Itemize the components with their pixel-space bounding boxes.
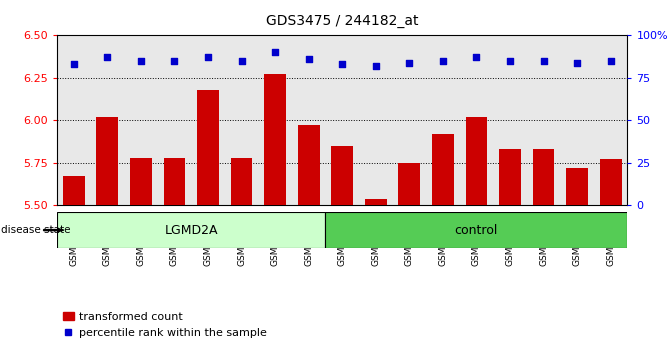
Point	[236, 58, 247, 64]
Point	[437, 58, 448, 64]
Bar	[97, 117, 118, 205]
Bar	[499, 149, 521, 205]
Point	[303, 56, 314, 62]
Bar	[566, 168, 588, 205]
Point	[505, 58, 515, 64]
Bar	[57, 212, 325, 248]
Point	[169, 58, 180, 64]
Text: LGMD2A: LGMD2A	[164, 224, 218, 236]
Legend: transformed count, percentile rank within the sample: transformed count, percentile rank withi…	[62, 312, 267, 338]
Point	[572, 60, 582, 65]
Bar	[365, 199, 386, 205]
Bar	[298, 125, 319, 205]
Point	[337, 62, 348, 67]
Text: GDS3475 / 244182_at: GDS3475 / 244182_at	[266, 14, 419, 28]
Text: disease state: disease state	[1, 225, 70, 235]
Point	[102, 55, 113, 60]
Point	[538, 58, 549, 64]
Text: control: control	[455, 224, 498, 236]
Point	[68, 62, 79, 67]
Bar	[600, 159, 621, 205]
Bar	[533, 149, 554, 205]
Point	[370, 63, 381, 69]
Point	[203, 55, 213, 60]
Bar	[264, 74, 286, 205]
Point	[471, 55, 482, 60]
Bar	[331, 146, 353, 205]
Bar	[130, 158, 152, 205]
Bar	[432, 134, 454, 205]
Point	[404, 60, 415, 65]
Bar	[197, 90, 219, 205]
Bar	[466, 117, 487, 205]
Bar	[164, 158, 185, 205]
Point	[605, 58, 616, 64]
Point	[136, 58, 146, 64]
Bar	[231, 158, 252, 205]
Point	[270, 50, 280, 55]
Bar	[399, 163, 420, 205]
Bar	[325, 212, 627, 248]
Bar	[63, 176, 85, 205]
